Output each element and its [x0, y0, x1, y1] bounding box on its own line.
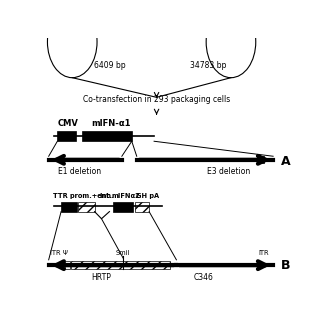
- Text: HRTP: HRTP: [91, 273, 111, 282]
- Bar: [135, 202, 149, 212]
- Text: TTR prom.+enh.: TTR prom.+enh.: [53, 193, 114, 199]
- Text: 6409 bp: 6409 bp: [94, 61, 125, 70]
- Bar: [61, 202, 77, 212]
- Text: C346: C346: [194, 273, 214, 282]
- Text: GH pA: GH pA: [136, 193, 159, 199]
- Text: CMV: CMV: [58, 119, 79, 128]
- Text: mIFNα2: mIFNα2: [111, 193, 140, 199]
- Text: SmiI: SmiI: [116, 250, 130, 255]
- Bar: [71, 261, 170, 269]
- Text: Co-transfection in 293 packaging cells: Co-transfection in 293 packaging cells: [83, 95, 230, 104]
- Bar: [65, 261, 70, 269]
- Bar: [113, 202, 133, 212]
- Text: E1 deletion: E1 deletion: [58, 167, 101, 176]
- Text: E3 deletion: E3 deletion: [207, 167, 250, 176]
- Bar: [57, 131, 76, 141]
- Text: mIFN-α1: mIFN-α1: [91, 119, 131, 128]
- Text: Int.: Int.: [99, 193, 112, 199]
- Text: B: B: [281, 259, 290, 272]
- Text: ITR: ITR: [258, 250, 268, 256]
- Text: A: A: [281, 155, 290, 168]
- Bar: [82, 131, 132, 141]
- Text: 34783 bp: 34783 bp: [190, 61, 227, 70]
- Bar: [257, 156, 264, 164]
- Text: ITR Ψ: ITR Ψ: [50, 250, 68, 256]
- Bar: [78, 202, 95, 212]
